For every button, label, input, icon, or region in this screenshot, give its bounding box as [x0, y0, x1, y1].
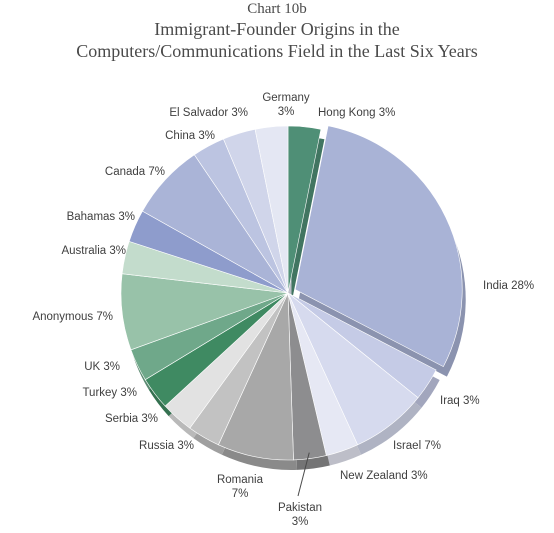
- pie-slices: [120, 125, 466, 470]
- slice-label-bahamas: Bahamas 3%: [67, 211, 135, 223]
- slice-label-el-salvador: El Salvador 3%: [169, 107, 248, 119]
- slice-germany: [254, 125, 289, 294]
- slice-label-germany: Germany: [262, 92, 310, 104]
- chart-title-line1: Immigrant-Founder Origins in the: [154, 19, 400, 39]
- chart-title-line2: Computers/Communications Field in the La…: [76, 41, 478, 61]
- slice-label-uk: UK 3%: [84, 361, 120, 373]
- slice-label-romania-value: 7%: [232, 488, 249, 500]
- chart-number: Chart 10b: [247, 1, 307, 17]
- slice-label-india: India 28%: [483, 280, 534, 292]
- slice-label-hong-kong: Hong Kong 3%: [318, 107, 395, 119]
- slice-label-germany-value: 3%: [278, 106, 295, 118]
- slice-label-new-zealand: New Zealand 3%: [340, 470, 428, 482]
- leader-line-pakistan: [297, 452, 310, 497]
- slice-label-china: China 3%: [165, 130, 215, 142]
- slice-india: [294, 125, 463, 367]
- slice-label-canada: Canada 7%: [105, 166, 165, 178]
- slice-label-iraq: Iraq 3%: [440, 395, 480, 407]
- chart-titles: Chart 10b Immigrant-Founder Origins in t…: [0, 0, 554, 62]
- slice-label-serbia: Serbia 3%: [105, 413, 158, 425]
- slice-label-pakistan-value: 3%: [292, 516, 309, 528]
- slice-label-turkey: Turkey 3%: [82, 387, 137, 399]
- slice-labels: Hong Kong 3% India 28% Iraq 3% Israel 7% New…: [32, 92, 534, 528]
- slice-label-romania: Romania: [217, 474, 264, 486]
- slice-label-pakistan: Pakistan: [278, 502, 322, 514]
- slice-label-russia: Russia 3%: [139, 440, 194, 452]
- leader-lines: [297, 452, 310, 497]
- slice-label-israel: Israel 7%: [393, 440, 441, 452]
- slice-label-australia: Australia 3%: [61, 245, 126, 257]
- slice-label-anonymous: Anonymous 7%: [32, 311, 113, 323]
